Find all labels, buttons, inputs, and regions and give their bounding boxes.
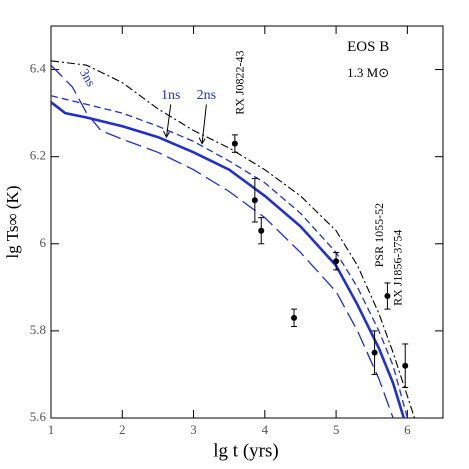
annotation: 1.3 M⊙ — [347, 65, 389, 80]
x-tick-label: 1 — [48, 422, 55, 437]
arrow — [165, 104, 172, 138]
annotation: 2ns — [197, 88, 216, 103]
curve — [51, 101, 406, 418]
annotation: 3ns — [77, 66, 99, 89]
x-tick-label: 2 — [119, 422, 126, 437]
y-tick-label: 6.4 — [30, 61, 47, 76]
data-point — [231, 140, 238, 147]
x-tick-label: 6 — [404, 422, 411, 437]
curve — [51, 64, 394, 418]
data-point — [402, 362, 409, 369]
x-axis-label: lg t (yrs) — [213, 440, 278, 461]
y-tick-label: 6 — [40, 235, 47, 250]
curve — [51, 60, 416, 418]
annotation: 1ns — [161, 88, 180, 103]
curve — [51, 95, 409, 418]
x-tick-label: 3 — [190, 422, 197, 437]
data-point — [371, 349, 378, 356]
arrow — [201, 104, 207, 144]
data-point — [384, 293, 391, 300]
x-tick-label: 5 — [333, 422, 340, 437]
arrow-head — [163, 130, 170, 139]
annotation: PSR 1055-52 — [372, 203, 386, 267]
y-tick-label: 6.2 — [30, 148, 46, 163]
annotation: RX J0822-43 — [232, 50, 246, 114]
plot-frame — [50, 25, 444, 419]
data-point — [291, 314, 298, 321]
data-point — [333, 258, 340, 265]
annotation: EOS B — [347, 39, 389, 55]
arrow-head — [198, 137, 206, 145]
data-point — [258, 227, 265, 234]
y-axis-label: lg Ts∞ (K) — [3, 186, 22, 259]
data-point — [251, 197, 258, 204]
y-tick-label: 5.8 — [30, 322, 46, 337]
y-tick-label: 5.6 — [30, 409, 47, 424]
x-tick-label: 4 — [262, 422, 269, 437]
annotation: RX J1856-3754 — [391, 230, 405, 306]
